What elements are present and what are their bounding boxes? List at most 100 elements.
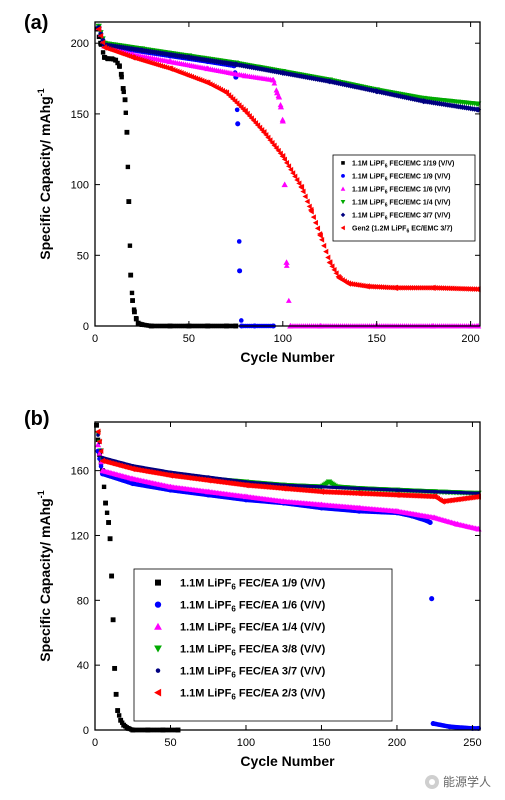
legend-marker [154,688,162,697]
data-point [307,206,314,214]
y-tick-label: 0 [83,725,89,737]
x-tick-label: 200 [461,333,479,345]
data-point [356,504,363,511]
data-point [285,297,292,303]
data-point [107,536,113,542]
panel-a: (a) 0 50 100 150 200 0 50 100 150 200 Cycle Number S… [24,12,482,365]
y-tick-label: 200 [71,38,89,50]
x-tick-label: 0 [92,737,98,749]
data-point [123,110,128,115]
x-tick-label: 0 [92,333,98,345]
legend-marker [154,645,162,653]
data-point [204,79,211,86]
data-point [115,708,121,713]
data-point [292,173,298,180]
data-point [285,163,292,170]
data-point [475,106,482,113]
data-point [318,488,324,495]
data-point [300,188,306,195]
data-point [280,485,287,492]
data-point [281,181,288,188]
data-point [129,54,136,61]
data-point [121,89,126,95]
data-point [279,69,286,76]
data-point [275,147,281,154]
legend-entry: 1.1M LiPF6 FEC/EA 1/6 (V/V) [180,600,326,614]
data-point [232,61,239,68]
data-point [125,725,131,731]
data-point [126,199,132,204]
data-point [267,137,273,144]
data-point [100,455,105,460]
data-point [349,281,356,288]
data-point [100,50,106,55]
data-point [119,74,124,80]
data-point [121,722,127,728]
data-point [269,140,275,146]
x-tick-label: 100 [237,737,255,749]
data-point [238,318,244,323]
data-point [318,501,325,508]
data-point [96,438,102,445]
data-point [129,290,135,296]
legend-box [133,568,393,722]
data-point [439,498,445,505]
data-point [323,248,329,255]
y-tick-label: 160 [71,466,89,478]
panel-a-series-6 [95,25,481,293]
data-point [270,76,277,83]
data-point [112,665,118,671]
legend-entry: Gen2 (1.2M LiPF6 EC/EMC 3/7) [352,225,452,234]
legend-entry: 1.1M LiPF6 FEC/EA 1/4 (V/V) [180,622,326,636]
data-point [236,239,242,244]
legend-marker [340,200,346,205]
panel-a-label: (a) [24,12,48,34]
data-point [185,54,192,61]
data-point [345,280,352,287]
data-point [265,134,271,141]
data-point [310,214,316,221]
legend-marker [154,601,162,608]
data-point [356,282,362,289]
legend-entry: 1.1M LiPF6 FEC/EMC 1/9 (V/V) [352,173,450,182]
data-point [109,56,115,62]
data-point [166,65,173,72]
data-point [454,520,461,527]
data-point [312,219,318,226]
data-point [281,156,287,163]
data-point [105,56,111,62]
data-point [129,475,136,482]
data-point [298,184,305,191]
data-point [325,254,331,261]
y-tick-label: 100 [71,180,89,192]
legend-entry: 1.1M LiPF6 FEC/EA 3/8 (V/V) [180,644,326,658]
data-point [130,298,135,303]
data-point [275,93,283,100]
data-point [393,508,401,514]
data-point [128,272,134,278]
legend-marker [341,174,345,178]
panel-a-x-axis-label: Cycle Number [240,349,335,365]
legend-entry: 1.1M LiPF6 FEC/EMC 1/4 (V/V) [352,199,450,208]
data-point [373,88,380,95]
panel-a-y-axis-label: Specific Capacity/ mAhg-1 [36,88,53,259]
y-tick-label: 0 [83,321,89,333]
data-point [120,86,126,91]
data-point [119,720,125,725]
data-point [132,309,137,315]
x-tick-label: 50 [183,333,195,345]
legend-marker [341,161,345,165]
panel-a-series-5 [95,24,482,113]
data-point [98,463,104,469]
data-point [115,60,120,66]
x-tick-label: 150 [312,737,330,749]
data-point [395,488,399,492]
panel-b-y-axis-label: Specific Capacity/ mAhg-1 [36,490,53,661]
x-tick-label: 250 [463,737,481,749]
data-point [116,713,122,718]
data-point [352,281,358,288]
data-point [290,170,296,176]
legend-marker [340,212,346,218]
panel-b-frame [94,421,481,731]
data-point [113,57,119,63]
